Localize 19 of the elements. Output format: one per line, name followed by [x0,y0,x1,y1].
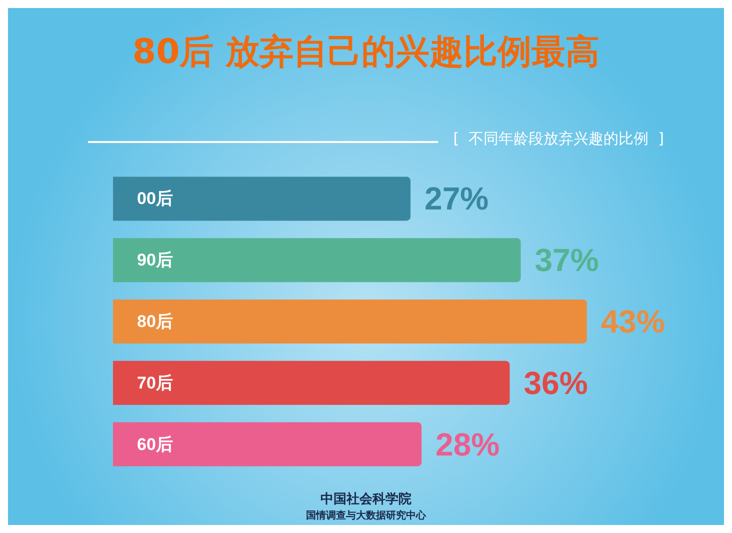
chart-title: 80后 放弃自己的兴趣比例最高 [132,32,600,72]
y-tick-label: 00后 [137,189,173,208]
bar [113,300,587,344]
bar [113,422,422,466]
y-tick-label: 60后 [137,434,173,454]
text: 国情调查与大数据研究中心 [306,510,427,522]
data-label: 43% [600,304,665,340]
data-label: 36% [524,364,588,401]
bar [113,360,510,405]
data-label: 28% [436,426,500,462]
y-tick-label: 80后 [137,312,173,331]
bar [113,238,521,282]
text: 中国社会科学院 [320,491,412,507]
data-label: 27% [424,180,489,217]
y-tick-label: 70后 [137,373,173,392]
chart-subtitle: [ 不同年龄段放弃兴趣的比例 ] [453,130,664,148]
y-tick-label: 90后 [137,250,173,270]
bar [113,176,411,221]
data-label: 37% [534,242,599,278]
